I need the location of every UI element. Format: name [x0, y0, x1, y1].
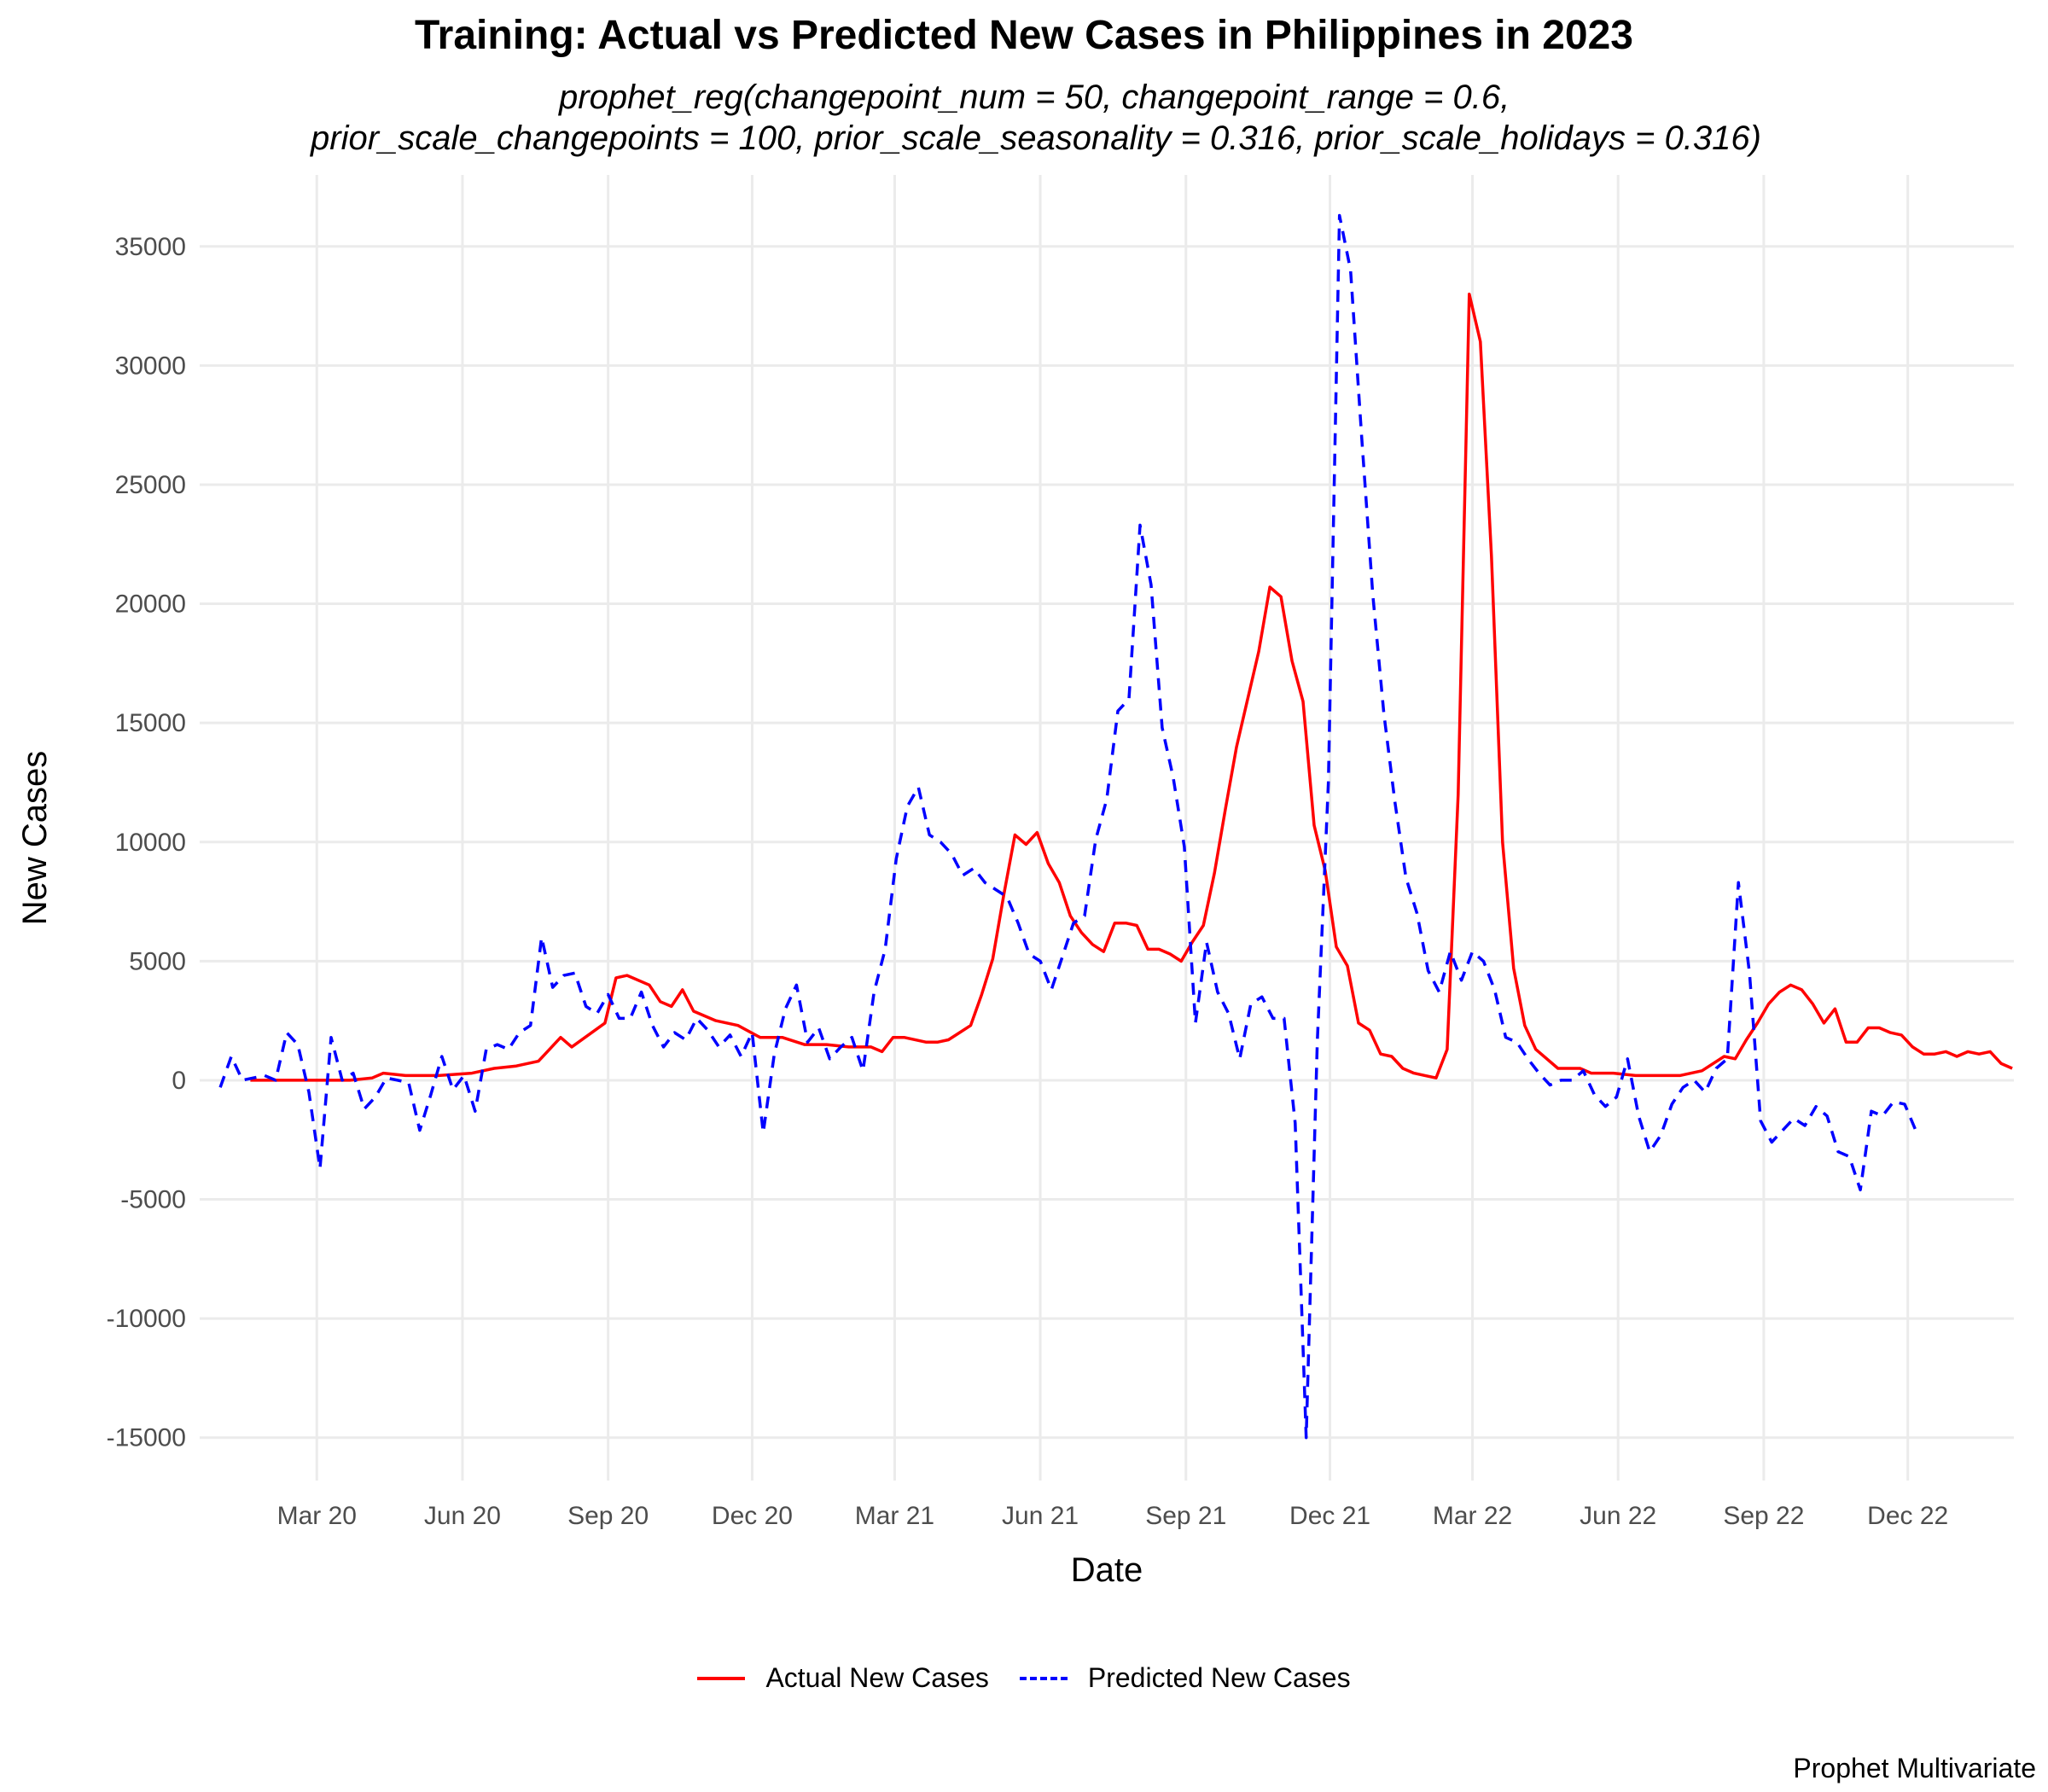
y-tick-label: 10000	[115, 829, 186, 857]
chart-title: Training: Actual vs Predicted New Cases …	[415, 13, 1633, 58]
y-tick-label: 0	[172, 1067, 186, 1095]
x-tick-label: Jun 20	[424, 1502, 501, 1530]
x-tick-label: Dec 22	[1867, 1502, 1948, 1530]
x-tick-label: Mar 21	[855, 1502, 934, 1530]
y-axis-ticks: 35000 30000 25000 20000 15000 10000 5000 0 -5000…	[107, 233, 186, 1452]
y-axis-title: New Cases	[16, 751, 54, 926]
x-tick-label: Mar 20	[277, 1502, 357, 1530]
legend-label-actual: Actual New Cases	[765, 1662, 989, 1693]
legend-item-actual: Actual New Cases	[697, 1662, 989, 1694]
y-tick-label: -15000	[107, 1424, 186, 1452]
legend-item-predicted: Predicted New Cases	[1019, 1662, 1351, 1694]
x-tick-label: Dec 21	[1289, 1502, 1370, 1530]
chart-subtitle-line-1: prophet_reg(changepoint_num = 50, change…	[559, 79, 1510, 116]
legend-swatch-predicted	[1019, 1676, 1068, 1680]
x-axis-ticks: Mar 20 Jun 20 Sep 20 Dec 20 Mar 21 Jun 21 Sep …	[277, 1502, 1949, 1530]
series-line-predicted	[218, 213, 1917, 1440]
chart-caption: Prophet Multivariate	[1793, 1753, 2036, 1783]
legend-label-predicted: Predicted New Cases	[1087, 1662, 1351, 1693]
x-tick-label: Jun 21	[1002, 1502, 1079, 1530]
y-tick-label: 20000	[115, 591, 186, 619]
y-tick-label: -5000	[120, 1186, 186, 1214]
y-tick-label: 25000	[115, 471, 186, 499]
legend-swatch-actual	[697, 1676, 746, 1680]
x-tick-label: Mar 22	[1433, 1502, 1512, 1530]
y-tick-label: 30000	[115, 352, 186, 380]
x-axis-title: Date	[1071, 1551, 1143, 1589]
x-tick-label: Dec 20	[712, 1502, 793, 1530]
x-tick-label: Jun 22	[1580, 1502, 1656, 1530]
y-tick-label: 5000	[129, 947, 186, 975]
series-line-actual	[250, 292, 2013, 1082]
grid-lines	[200, 175, 2014, 1481]
x-tick-label: Sep 21	[1145, 1502, 1226, 1530]
y-tick-label: 15000	[115, 709, 186, 737]
series-layer	[218, 213, 2013, 1440]
legend: Actual New Cases Predicted New Cases	[0, 1662, 2048, 1694]
x-tick-label: Sep 22	[1723, 1502, 1804, 1530]
y-tick-label: -10000	[107, 1305, 186, 1333]
chart-subtitle-line-2: prior_scale_changepoints = 100, prior_sc…	[311, 119, 1761, 157]
y-tick-label: 35000	[115, 233, 186, 261]
x-tick-label: Sep 20	[567, 1502, 649, 1530]
